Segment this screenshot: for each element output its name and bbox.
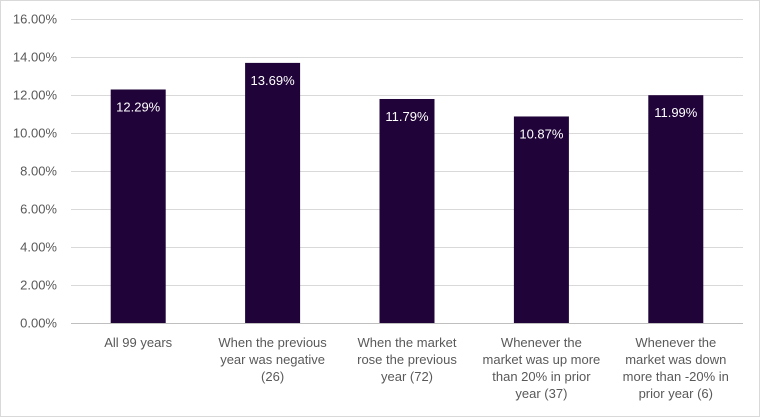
y-axis-ticks: 0.00% 2.00% 4.00% 6.00% 8.00% 10.00% 12.00% 14.… — [13, 12, 58, 331]
y-tick-label: 6.00% — [20, 202, 57, 217]
bar — [513, 116, 569, 323]
y-tick-label: 12.00% — [13, 88, 58, 103]
x-tick-label: Whenever the market was down more than -20… — [623, 335, 729, 401]
data-labels: 12.29% 13.69% 11.79% 10.87% 11.99% — [116, 73, 698, 142]
data-label: 11.79% — [385, 109, 429, 124]
x-tick-label: When the market rose the previous year (72… — [357, 335, 457, 384]
data-label: 10.87% — [519, 126, 564, 141]
x-tick-label: All 99 years — [104, 335, 172, 350]
y-tick-label: 4.00% — [20, 240, 57, 255]
bar — [110, 89, 166, 324]
bar — [648, 95, 704, 323]
data-label: 13.69% — [251, 73, 296, 88]
x-tick-label: When the previous year was negative (26) — [218, 335, 327, 384]
data-label: 12.29% — [116, 99, 161, 114]
bar — [245, 62, 301, 323]
x-tick-label: Whenever the market was up more than 20% i… — [483, 335, 601, 401]
x-axis-ticks: All 99 years When the previous year was ne… — [104, 335, 729, 401]
data-label: 11.99% — [654, 105, 698, 120]
y-tick-label: 16.00% — [13, 12, 58, 27]
y-tick-label: 8.00% — [20, 164, 57, 179]
y-tick-label: 14.00% — [13, 50, 58, 65]
y-tick-label: 2.00% — [20, 278, 57, 293]
y-tick-label: 10.00% — [13, 126, 58, 141]
y-tick-label: 0.00% — [20, 316, 57, 331]
bar — [379, 98, 435, 324]
bars — [110, 62, 704, 324]
